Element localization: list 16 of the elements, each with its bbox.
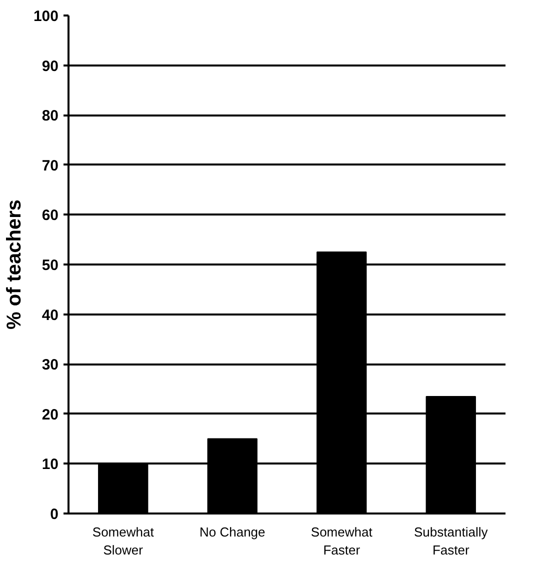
- x-tick-label: No Change: [199, 524, 266, 540]
- y-tick-label: 10: [42, 456, 59, 474]
- y-tick-label: 100: [33, 8, 59, 25]
- y-tick-label: 0: [50, 506, 58, 523]
- y-tick-label: 30: [42, 356, 59, 374]
- y-axis-title: % of teachers: [3, 199, 26, 330]
- y-tick-label: 80: [42, 108, 59, 125]
- y-tick-label: 20: [42, 406, 59, 424]
- y-tick-label: 40: [42, 306, 59, 324]
- y-tick-label: 70: [42, 157, 59, 174]
- y-tick-label: 50: [42, 257, 59, 274]
- y-tick-label: 60: [42, 207, 59, 224]
- x-tick-label: Somewhat Slower: [92, 524, 154, 558]
- y-tick-label: 90: [42, 58, 59, 75]
- x-tick-label: Substantially Faster: [414, 524, 488, 558]
- x-tick-label: Somewhat Faster: [310, 524, 373, 558]
